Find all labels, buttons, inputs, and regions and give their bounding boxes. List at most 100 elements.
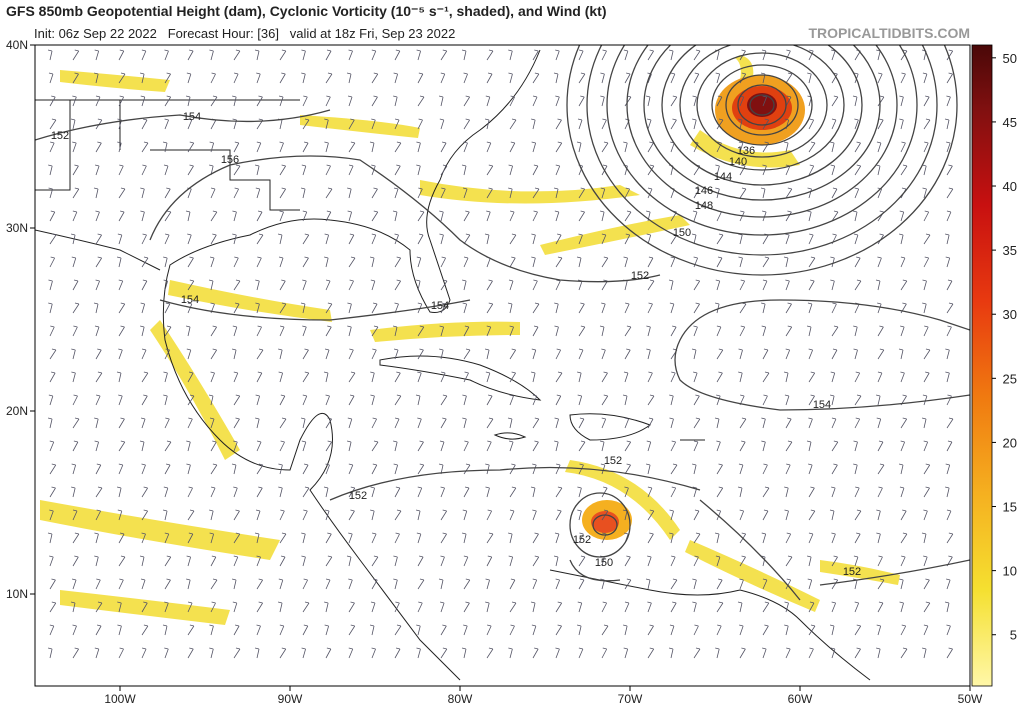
wind-barb (599, 210, 605, 222)
colorbar-label: 30 (1003, 307, 1017, 322)
wind-barb (899, 486, 905, 498)
wind-barb (187, 141, 195, 153)
wind-barb (187, 233, 192, 245)
wind-barb (140, 210, 145, 222)
wind-barb (670, 463, 678, 475)
wind-barb (531, 233, 536, 245)
wind-barb (232, 95, 237, 107)
wind-barb (647, 164, 655, 176)
wind-barb (877, 555, 883, 567)
wind-barb (440, 394, 448, 406)
wind-barb (187, 486, 193, 498)
wind-barb (278, 256, 284, 268)
wind-barb (624, 233, 631, 245)
wind-barb (416, 164, 421, 176)
wind-barb (762, 624, 769, 636)
wind-barb (463, 256, 469, 268)
wind-barb (463, 463, 471, 475)
wind-barb (485, 578, 490, 590)
wind-barb (922, 279, 927, 291)
wind-barb (555, 647, 560, 659)
wind-barb (463, 95, 470, 107)
wind-barb (210, 440, 217, 452)
wind-barb (854, 164, 862, 176)
wind-barb (118, 417, 125, 429)
wind-barb (117, 141, 122, 153)
wind-barb (647, 509, 655, 521)
wind-barb (279, 532, 287, 544)
wind-barb (509, 578, 516, 590)
wind-barb (346, 440, 352, 452)
wind-barb (808, 417, 813, 429)
wind-barb (301, 440, 307, 452)
wind-barb (647, 279, 655, 291)
wind-barb (670, 601, 677, 613)
wind-barb (601, 233, 607, 245)
wind-barb (509, 371, 516, 383)
wind-barb (70, 233, 76, 245)
wind-barb (739, 509, 745, 521)
wind-barb (808, 509, 816, 521)
wind-barb (877, 578, 885, 590)
wind-barb (278, 348, 283, 360)
wind-barb (187, 624, 195, 636)
wind-barb (324, 141, 329, 153)
wind-barb (371, 187, 378, 199)
wind-barb (877, 486, 883, 498)
wind-barb (49, 348, 57, 360)
wind-barb (164, 348, 170, 360)
wind-barb (578, 647, 584, 659)
wind-barb (946, 647, 953, 659)
wind-barb (71, 463, 77, 475)
wind-barb (72, 647, 79, 659)
wind-barb (439, 601, 445, 613)
wind-barb (923, 463, 931, 475)
wind-barb (486, 417, 494, 429)
wind-barb (323, 486, 329, 498)
wind-barb (670, 118, 677, 130)
wind-barb (49, 463, 57, 475)
wind-barb (461, 532, 467, 544)
wind-barb (624, 486, 629, 498)
wind-barb (301, 532, 306, 544)
contour-label: 154 (813, 399, 831, 411)
wind-barb (486, 279, 493, 291)
wind-barb (371, 348, 377, 360)
wind-barb (785, 417, 792, 429)
wind-barb (417, 95, 425, 107)
wind-barb (739, 325, 746, 337)
wind-barb (923, 578, 930, 590)
wind-barb (922, 302, 927, 314)
wind-barb (302, 371, 310, 383)
wind-barb (302, 578, 308, 590)
wind-barb (923, 95, 930, 107)
wind-barb (577, 371, 582, 383)
wind-barb (921, 532, 927, 544)
wind-barb (486, 72, 493, 84)
wind-barb (278, 371, 283, 383)
wind-barb (716, 95, 723, 107)
wind-barb (95, 371, 103, 383)
wind-barb (946, 440, 953, 452)
wind-barb (117, 624, 122, 636)
wind-barb (164, 72, 171, 84)
wind-barb (164, 118, 169, 130)
wind-barb (462, 417, 467, 429)
wind-barb (555, 371, 563, 383)
wind-barb (394, 532, 400, 544)
wind-barb (463, 371, 469, 383)
wind-barb (693, 187, 700, 199)
wind-barb (118, 532, 125, 544)
wind-barb (95, 256, 103, 268)
wind-barb (439, 325, 444, 337)
wind-barb (118, 578, 124, 590)
wind-barb (117, 601, 122, 613)
wind-barb (347, 187, 352, 199)
wind-barb (555, 233, 562, 245)
wind-barb (463, 348, 471, 360)
wind-barb (716, 440, 721, 452)
wind-barb (509, 141, 516, 153)
wind-barb (72, 417, 80, 429)
wind-barb (118, 348, 123, 360)
wind-barb (324, 509, 330, 521)
